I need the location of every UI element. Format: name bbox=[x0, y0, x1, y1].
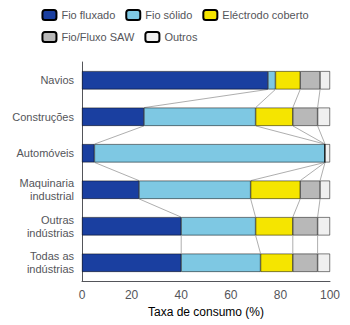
svg-text:Navios: Navios bbox=[40, 74, 74, 86]
svg-text:20: 20 bbox=[125, 288, 139, 302]
svg-text:indústrias: indústrias bbox=[27, 227, 75, 239]
svg-text:Maquinaria: Maquinaria bbox=[20, 177, 75, 189]
svg-text:Fio sólido: Fio sólido bbox=[145, 9, 192, 21]
svg-text:80: 80 bbox=[274, 288, 288, 302]
svg-text:industrial: industrial bbox=[30, 190, 74, 202]
svg-text:Construções: Construções bbox=[12, 111, 74, 123]
svg-text:40: 40 bbox=[175, 288, 189, 302]
svg-text:60: 60 bbox=[224, 288, 238, 302]
svg-text:Fio fluxado: Fio fluxado bbox=[61, 9, 115, 21]
svg-text:Automóveis: Automóveis bbox=[17, 147, 75, 159]
svg-text:100: 100 bbox=[320, 288, 340, 302]
svg-text:0: 0 bbox=[79, 288, 86, 302]
svg-text:Outras: Outras bbox=[41, 214, 75, 226]
svg-text:Eléctrodo coberto: Eléctrodo coberto bbox=[222, 9, 308, 21]
svg-text:Outros: Outros bbox=[164, 31, 198, 43]
svg-text:Taxa de consumo (%): Taxa de consumo (%) bbox=[148, 305, 264, 319]
svg-text:indústrias: indústrias bbox=[27, 263, 75, 275]
svg-text:Fio/Fluxo SAW: Fio/Fluxo SAW bbox=[61, 31, 135, 43]
svg-text:Todas as: Todas as bbox=[30, 250, 75, 262]
